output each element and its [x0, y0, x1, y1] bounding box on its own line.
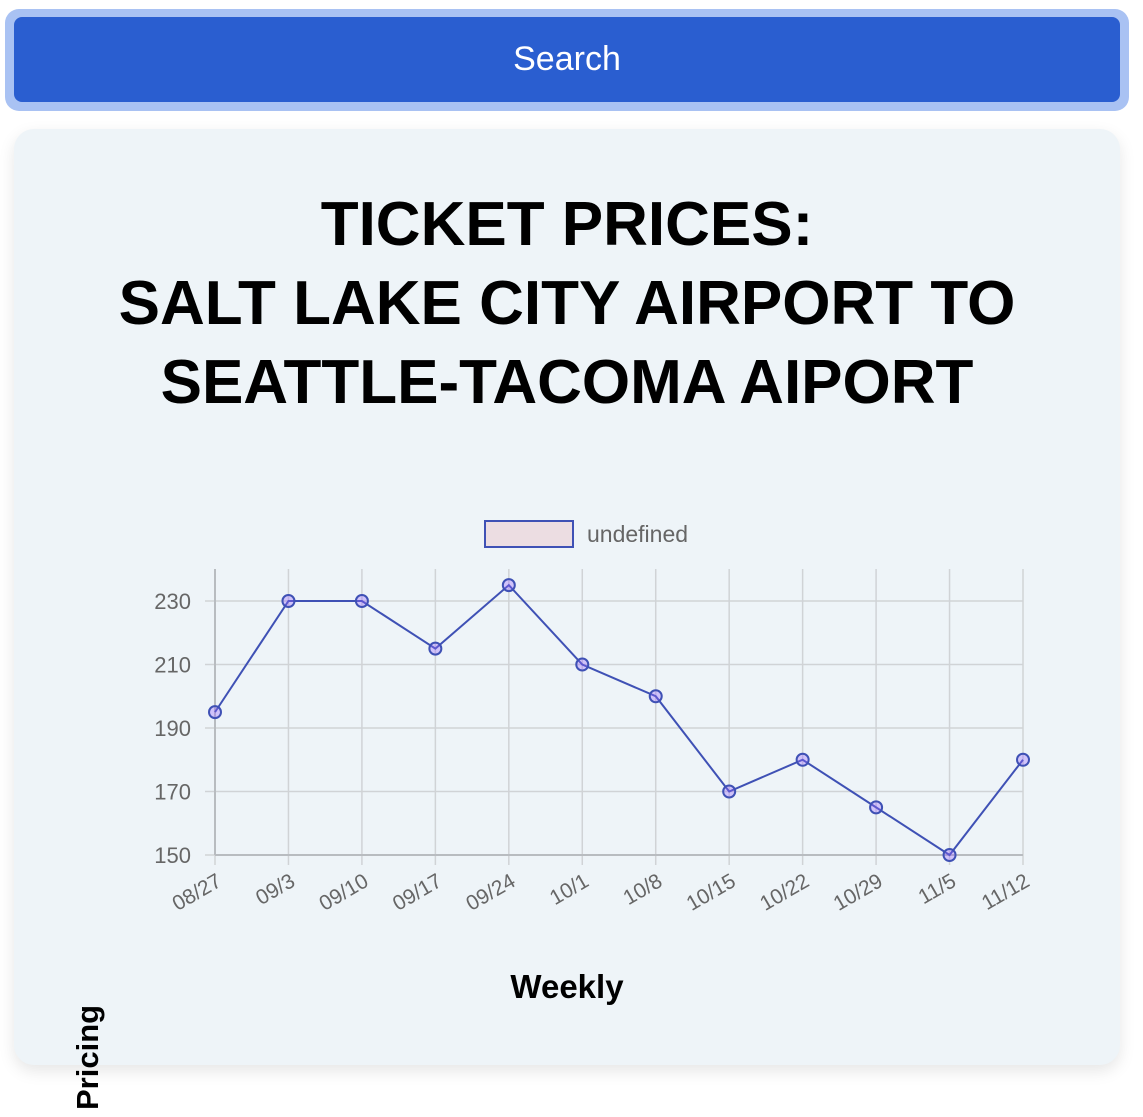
chart-title: TICKET PRICES: SALT LAKE CITY AIRPORT TO… [0, 185, 1134, 422]
chart-title-line-2: SALT LAKE CITY AIRPORT TO [118, 269, 1016, 338]
chart-title-line-1: TICKET PRICES: [320, 190, 814, 259]
chart-title-line-3: SEATTLE-TACOMA AIPORT [160, 348, 974, 417]
search-button[interactable]: Search [14, 17, 1120, 102]
